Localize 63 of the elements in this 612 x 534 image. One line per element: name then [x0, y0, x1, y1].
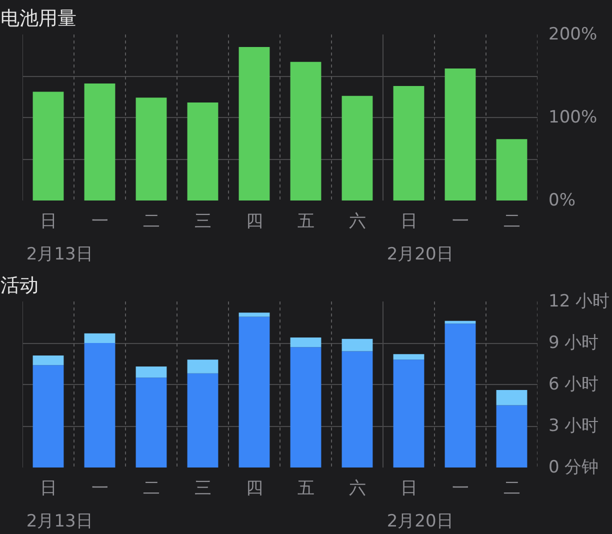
bar	[238, 46, 270, 200]
bar	[32, 92, 64, 200]
y-tick-label: 100%	[548, 108, 598, 128]
y-tick-label: 9 小时	[548, 333, 599, 353]
y-tick-label: 6 小时	[548, 374, 599, 394]
x-tick-label: 二	[142, 478, 160, 498]
bar	[496, 139, 528, 200]
bar	[84, 333, 116, 343]
bar	[238, 312, 270, 317]
bar	[444, 324, 476, 468]
x-tick-label: 二	[503, 478, 520, 498]
bar	[136, 366, 167, 378]
text: 2月20日	[386, 512, 454, 532]
bar	[342, 96, 373, 200]
y-tick-label: 0%	[548, 190, 576, 210]
x-tick-label: 二	[503, 212, 520, 232]
bar	[187, 102, 218, 200]
x-tick-label: 六	[348, 212, 366, 232]
x-tick-label: 三	[194, 212, 212, 232]
bar	[32, 365, 64, 468]
bar	[393, 360, 424, 468]
bar	[496, 390, 528, 406]
bar	[444, 68, 476, 200]
y-tick-label: 0 分钟	[548, 458, 599, 478]
bar	[290, 347, 322, 468]
x-tick-label: 日	[400, 212, 418, 232]
x-tick-label: 日	[40, 478, 57, 498]
bar	[393, 86, 424, 200]
x-tick-label: 一	[452, 212, 469, 232]
bar	[342, 338, 373, 352]
x-tick-label: 一	[91, 212, 108, 232]
x-tick-label: 四	[246, 478, 263, 498]
bar	[187, 360, 218, 374]
y-tick-label: 12 小时	[548, 292, 610, 312]
bar	[290, 337, 322, 348]
chart-title: 活动	[0, 274, 38, 296]
chart-title: 电池用量	[0, 8, 76, 30]
bar	[393, 354, 424, 360]
x-tick-label: 三	[194, 478, 212, 498]
y-tick-label: 3 小时	[548, 416, 599, 436]
x-tick-label: 四	[246, 212, 263, 232]
x-tick-label: 五	[297, 478, 314, 498]
x-tick-label: 五	[297, 212, 314, 232]
x-tick-label: 一	[452, 478, 469, 498]
x-tick-label: 日	[400, 478, 418, 498]
text: 2月20日	[386, 244, 454, 264]
text: 2月13日	[26, 244, 93, 264]
bar	[290, 62, 322, 200]
bar	[32, 355, 64, 366]
x-tick-label: 日	[40, 212, 57, 232]
x-tick-label: 二	[142, 212, 160, 232]
bar	[496, 405, 528, 468]
text: 2月13日	[26, 512, 93, 532]
bar	[84, 83, 116, 200]
x-tick-label: 一	[91, 478, 108, 498]
bar	[136, 378, 167, 468]
bar	[84, 343, 116, 468]
bar	[136, 98, 167, 200]
y-tick-label: 200%	[548, 24, 598, 44]
bar	[187, 373, 218, 468]
x-tick-label: 六	[348, 478, 366, 498]
bar	[342, 351, 373, 468]
bar	[238, 316, 270, 468]
